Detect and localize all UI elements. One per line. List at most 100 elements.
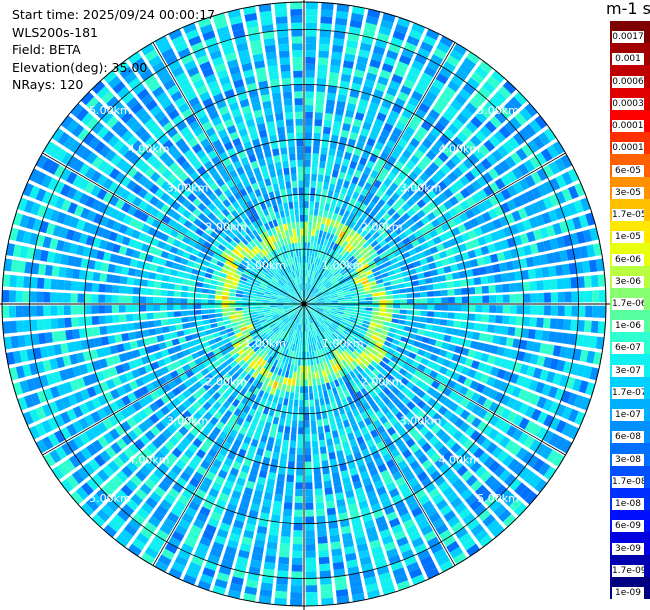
- range-gate-cell: [148, 473, 161, 485]
- range-gate-cell: [252, 379, 259, 387]
- range-gate-cell: [269, 259, 276, 267]
- range-gate-cell: [294, 392, 299, 400]
- range-gate-cell: [214, 295, 222, 300]
- range-gate-cell: [267, 261, 274, 269]
- range-gate-cell: [432, 363, 442, 372]
- range-gate-cell: [43, 141, 56, 155]
- range-gate-cell: [490, 366, 500, 377]
- range-gate-cell: [180, 298, 188, 304]
- range-gate-cell: [206, 249, 215, 257]
- range-gate-cell: [146, 288, 154, 296]
- range-gate-cell: [386, 304, 394, 309]
- range-gate-cell: [299, 256, 302, 263]
- range-gate-cell: [212, 197, 222, 207]
- range-gate-cell: [49, 358, 59, 370]
- range-gate-cell: [94, 261, 103, 271]
- range-gate-cell: [132, 196, 143, 207]
- range-gate-cell: [63, 305, 71, 316]
- range-gate-cell: [327, 445, 335, 453]
- range-gate-cell: [121, 236, 131, 246]
- range-gate-cell: [51, 128, 65, 142]
- range-gate-cell: [313, 385, 318, 393]
- range-gate-cell: [210, 86, 222, 97]
- range-gate-cell: [332, 212, 338, 221]
- range-gate-cell: [182, 322, 190, 329]
- range-gate-cell: [279, 50, 290, 59]
- range-gate-cell: [336, 421, 344, 430]
- range-gate-cell: [567, 392, 578, 406]
- range-gate-cell: [93, 454, 106, 467]
- range-gate-cell: [283, 502, 293, 510]
- range-gate-cell: [196, 132, 207, 143]
- range-gate-cell: [357, 315, 365, 320]
- range-gate-cell: [332, 555, 344, 564]
- range-gate-cell: [210, 257, 219, 265]
- range-gate-cell: [536, 355, 546, 367]
- range-gate-cell: [188, 500, 200, 512]
- range-gate-cell: [185, 568, 200, 579]
- range-gate-cell: [125, 371, 135, 382]
- range-gate-cell: [272, 507, 282, 516]
- range-gate-cell: [66, 408, 77, 421]
- range-gate-cell: [281, 195, 288, 204]
- range-gate-cell: [292, 187, 298, 195]
- range-gate-cell: [292, 229, 297, 237]
- range-gate-cell: [106, 274, 114, 283]
- range-gate-cell: [150, 171, 161, 183]
- range-gate-cell: [248, 566, 261, 575]
- range-gate-cell: [305, 43, 317, 51]
- range-gate-cell: [84, 428, 96, 441]
- range-gate-cell: [54, 398, 66, 412]
- range-gate-cell: [166, 470, 178, 481]
- range-gate-cell: [529, 317, 537, 327]
- range-gate-cell: [357, 312, 365, 317]
- range-gate-cell: [167, 84, 180, 96]
- range-gate-cell: [298, 187, 304, 195]
- range-gate-cell: [184, 334, 193, 342]
- range-gate-cell: [434, 475, 446, 487]
- range-gate-cell: [321, 324, 327, 331]
- range-gate-cell: [135, 470, 147, 482]
- range-gate-cell: [470, 430, 481, 442]
- range-gate-cell: [355, 321, 363, 326]
- range-gate-cell: [277, 310, 285, 314]
- range-gate-cell: [436, 554, 450, 567]
- range-gate-cell: [312, 343, 317, 351]
- range-gate-cell: [371, 473, 382, 483]
- range-gate-cell: [304, 242, 307, 250]
- range-gate-cell: [219, 231, 228, 239]
- range-gate-cell: [197, 386, 207, 396]
- range-gate-cell: [410, 346, 420, 354]
- range-gate-cell: [156, 164, 168, 175]
- range-gate-cell: [306, 310, 309, 317]
- range-gate-cell: [58, 330, 67, 342]
- range-gate-cell: [411, 395, 421, 405]
- range-gate-cell: [129, 258, 138, 268]
- range-gate-cell: [330, 311, 338, 315]
- range-gate-cell: [299, 400, 304, 407]
- range-gate-cell: [221, 360, 229, 369]
- range-gate-cell: [330, 309, 338, 313]
- range-gate-cell: [247, 276, 255, 282]
- range-gate-cell: [101, 111, 114, 124]
- range-gate-cell: [300, 228, 304, 236]
- range-gate-cell: [149, 336, 158, 344]
- range-gate-cell: [273, 351, 279, 359]
- range-gate-cell: [400, 304, 407, 309]
- range-gate-cell: [320, 590, 334, 599]
- range-gate-cell: [313, 215, 318, 223]
- range-gate-cell: [426, 311, 435, 317]
- range-gate-cell: [403, 555, 417, 567]
- range-gate-cell: [297, 330, 300, 338]
- range-gate-cell: [153, 468, 165, 480]
- range-gate-cell: [308, 386, 313, 394]
- range-gate-cell: [423, 330, 432, 337]
- range-gate-cell: [401, 396, 411, 406]
- range-gate-cell: [473, 371, 483, 382]
- range-gate-cell: [399, 314, 407, 320]
- range-gate-cell: [313, 208, 319, 216]
- range-gate-cell: [154, 248, 163, 257]
- range-gate-cell: [115, 233, 125, 244]
- range-gate-cell: [549, 318, 558, 329]
- range-gate-cell: [305, 564, 317, 572]
